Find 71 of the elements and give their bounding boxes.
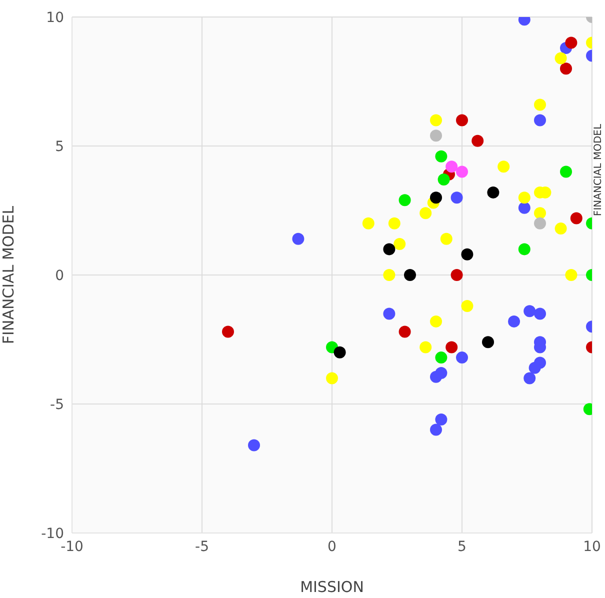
point [430, 424, 442, 436]
point [292, 232, 304, 245]
point [456, 166, 468, 178]
point [498, 160, 510, 173]
point [435, 367, 448, 380]
point [362, 217, 374, 230]
point [394, 238, 406, 250]
y2-axis-title: FINANCIAL MODEL [593, 124, 604, 216]
point [326, 372, 338, 384]
point [534, 98, 546, 111]
point [430, 192, 442, 204]
point [438, 174, 450, 186]
point [435, 352, 448, 364]
point [334, 346, 346, 358]
point [420, 207, 432, 220]
point [420, 341, 432, 354]
point [560, 166, 572, 178]
x-tick-label: 5 [458, 538, 466, 555]
point [456, 114, 468, 126]
point [383, 308, 396, 320]
point [560, 62, 572, 75]
point [482, 336, 494, 348]
point [222, 326, 234, 338]
point [446, 160, 458, 173]
x-tick-label: -5 [195, 538, 209, 555]
point [430, 315, 442, 328]
point [554, 52, 567, 64]
point [404, 269, 416, 281]
point [446, 341, 458, 354]
point [450, 192, 463, 204]
point [388, 217, 400, 230]
point [565, 36, 578, 49]
point [518, 243, 530, 256]
x-axis-title: MISSION [300, 578, 364, 596]
y-tick-label: -5 [50, 396, 64, 413]
point [524, 372, 536, 384]
point [565, 269, 578, 281]
point [450, 269, 463, 281]
point [472, 134, 484, 147]
point [440, 232, 452, 245]
point [456, 352, 468, 364]
point [554, 222, 567, 235]
point [430, 114, 442, 126]
point [248, 439, 260, 452]
y-tick-label: -10 [41, 526, 64, 542]
point [398, 194, 411, 206]
point [534, 207, 546, 220]
point [518, 192, 530, 204]
point [528, 362, 541, 374]
point [383, 269, 396, 281]
x-tick-label: 10 [583, 538, 601, 555]
y-tick-label: 10 [46, 10, 64, 26]
point [508, 315, 520, 328]
point [570, 212, 582, 224]
point [398, 326, 411, 338]
point [524, 305, 536, 318]
point [430, 130, 442, 142]
point [534, 114, 546, 126]
y-tick-label: 5 [55, 138, 64, 155]
y-axis-title: FINANCIAL MODEL [0, 205, 18, 344]
point [534, 217, 546, 230]
point [461, 300, 474, 312]
point [518, 202, 530, 214]
point [461, 248, 474, 260]
y-tick-label: 0 [55, 268, 64, 284]
x-tick-label: 0 [328, 538, 336, 555]
point [435, 413, 448, 426]
point [487, 186, 500, 198]
point [383, 243, 396, 256]
point [534, 308, 546, 320]
point [435, 150, 448, 162]
